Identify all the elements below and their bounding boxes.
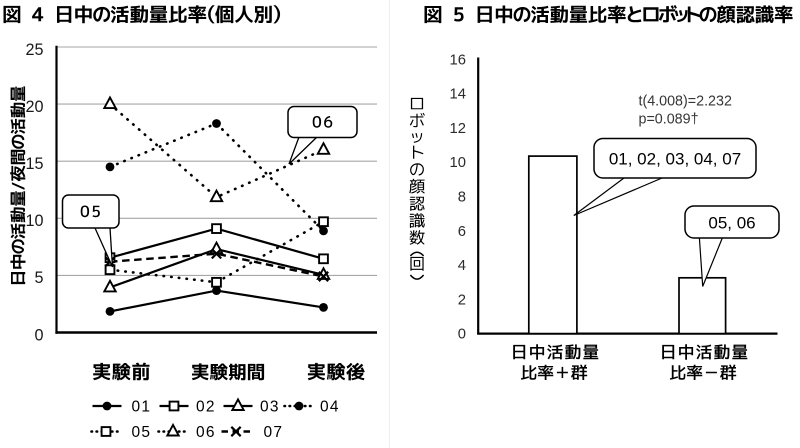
svg-text:05: 05 [132,424,152,441]
svg-text:20: 20 [25,98,43,116]
svg-text:03: 03 [260,399,280,416]
svg-text:8: 8 [458,190,466,206]
svg-text:15: 15 [25,155,43,173]
svg-text:t(4.008)=2.232: t(4.008)=2.232 [639,94,732,110]
svg-text:0: 0 [34,326,43,344]
svg-text:6: 6 [458,224,466,240]
svg-text:10: 10 [450,155,466,171]
svg-text:01: 01 [132,399,152,416]
svg-text:p=0.089†: p=0.089† [639,111,699,127]
svg-text:05, 06: 05, 06 [708,214,755,233]
svg-text:25: 25 [25,41,43,59]
svg-text:04: 04 [320,399,340,416]
svg-text:02: 02 [196,399,216,416]
svg-text:14: 14 [450,87,466,103]
svg-text:12: 12 [450,121,466,137]
svg-text:2: 2 [458,292,466,308]
svg-text:0: 0 [458,327,466,343]
svg-text:16: 16 [450,52,466,68]
svg-text:01, 02, 03, 04, 07: 01, 02, 03, 04, 07 [609,150,741,169]
svg-text:4: 4 [458,258,466,274]
svg-text:5: 5 [34,269,43,287]
svg-text:10: 10 [25,212,43,230]
svg-text:06: 06 [196,424,216,441]
svg-text:07: 07 [264,424,284,441]
